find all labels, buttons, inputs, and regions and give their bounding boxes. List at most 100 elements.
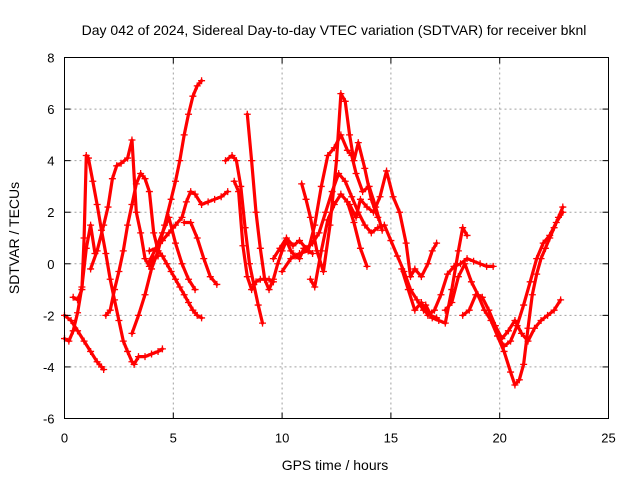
data-point — [428, 314, 436, 322]
data-point — [167, 268, 175, 276]
y-tick-label: -4 — [43, 360, 55, 375]
data-point — [180, 131, 188, 139]
data-point — [520, 301, 528, 309]
data-point — [302, 195, 310, 203]
data-point — [252, 278, 260, 286]
data-point — [500, 342, 508, 350]
data-point — [65, 337, 73, 345]
data-point — [361, 164, 369, 172]
data-point — [67, 317, 75, 325]
series-track-6 — [128, 77, 206, 337]
data-point — [84, 154, 92, 162]
data-point — [269, 255, 277, 263]
x-tick-label: 5 — [170, 431, 177, 446]
data-point — [374, 213, 382, 221]
data-point — [467, 278, 475, 286]
y-tick-label: -2 — [43, 308, 55, 323]
data-point — [150, 229, 158, 237]
data-point — [104, 203, 112, 211]
data-point — [298, 180, 306, 188]
data-point — [413, 296, 421, 304]
data-point — [389, 193, 397, 201]
data-point — [167, 195, 175, 203]
data-point — [158, 345, 166, 353]
y-tick-label: -6 — [43, 412, 55, 427]
data-point — [424, 260, 432, 268]
data-point — [154, 347, 162, 355]
data-point — [422, 301, 430, 309]
data-point — [470, 257, 478, 265]
series-trace — [461, 293, 563, 343]
data-point — [337, 190, 345, 198]
series-trace — [182, 220, 219, 286]
data-point — [330, 200, 338, 208]
data-point — [189, 306, 197, 314]
data-point — [124, 154, 132, 162]
x-tick-label: 25 — [601, 431, 615, 446]
data-point — [100, 221, 108, 229]
data-point — [346, 131, 354, 139]
data-point — [115, 268, 123, 276]
data-point — [145, 247, 153, 255]
data-point — [185, 298, 193, 306]
data-point — [274, 260, 282, 268]
data-point — [348, 193, 356, 201]
data-point — [128, 200, 136, 208]
series-track-2 — [61, 221, 99, 345]
data-point — [352, 170, 360, 178]
series-trace — [104, 171, 204, 320]
series-track-8 — [145, 213, 199, 294]
x-tick-label: 10 — [275, 431, 289, 446]
data-point — [322, 208, 330, 216]
data-point — [463, 255, 471, 263]
data-point — [128, 136, 136, 144]
axis-ticks — [64, 57, 609, 419]
data-point — [69, 293, 77, 301]
data-point — [193, 82, 201, 90]
data-point — [541, 244, 549, 252]
data-point — [78, 286, 86, 294]
data-point — [513, 322, 521, 330]
data-point — [539, 239, 547, 247]
series-track-18 — [398, 255, 497, 319]
data-point — [324, 151, 332, 159]
data-point — [361, 221, 369, 229]
data-point — [367, 195, 375, 203]
data-point — [517, 329, 525, 337]
data-point — [537, 317, 545, 325]
data-point — [515, 376, 523, 384]
data-point — [441, 319, 449, 327]
data-point — [337, 90, 345, 98]
series-track-10 — [222, 151, 267, 327]
plot-frame — [64, 57, 609, 419]
data-point — [191, 286, 199, 294]
data-point — [317, 247, 325, 255]
data-point — [317, 182, 325, 190]
data-point — [354, 139, 362, 147]
data-point — [176, 283, 184, 291]
data-point — [74, 296, 82, 304]
data-point — [511, 381, 519, 389]
data-point — [528, 291, 536, 299]
series-track-22 — [494, 208, 567, 350]
data-point — [100, 366, 108, 374]
data-point — [461, 260, 469, 268]
data-point — [141, 255, 149, 263]
data-point — [507, 337, 515, 345]
data-point — [102, 311, 110, 319]
data-point — [350, 219, 358, 227]
data-point — [417, 273, 425, 281]
series-track-1 — [61, 311, 108, 374]
data-point — [531, 324, 539, 332]
data-point — [115, 317, 123, 325]
data-point — [213, 280, 221, 288]
data-point — [463, 231, 471, 239]
x-tick-labels: 0 5 10 15 20 25 — [61, 431, 616, 446]
data-point — [343, 146, 351, 154]
data-point — [80, 337, 88, 345]
data-point — [222, 157, 230, 165]
y-tick-label: 6 — [47, 102, 54, 117]
data-point — [524, 324, 532, 332]
data-point — [235, 188, 243, 196]
data-point — [200, 255, 208, 263]
